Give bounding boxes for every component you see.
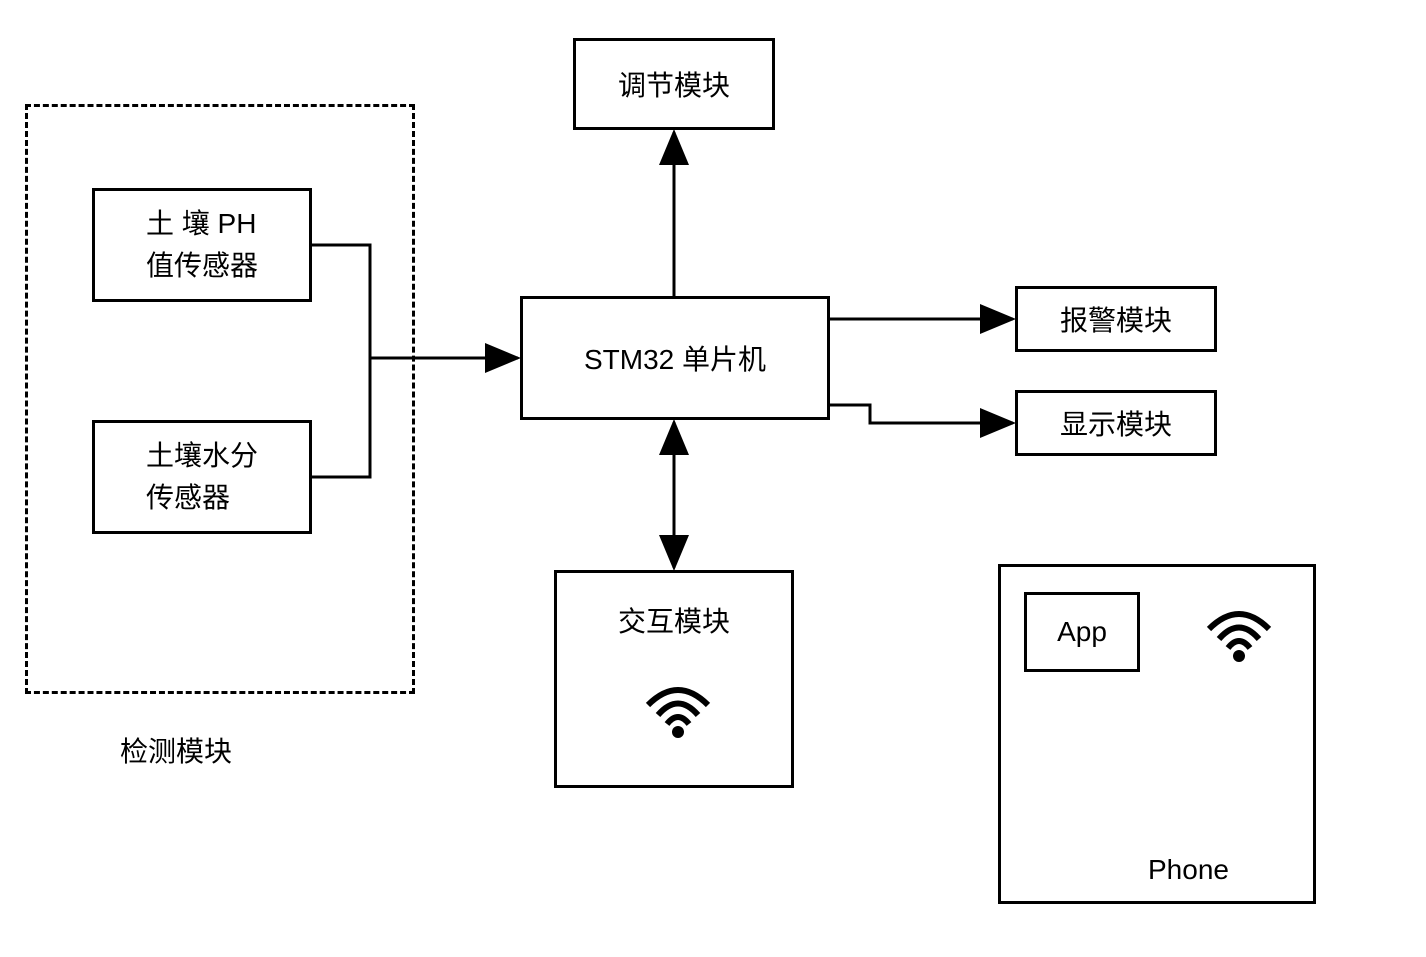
alarm-module-box: 报警模块	[1015, 286, 1217, 352]
adjust-module-label: 调节模块	[618, 64, 730, 104]
app-box: App	[1024, 592, 1140, 672]
ph-sensor-box: 土 壤 PH 值传感器	[92, 188, 312, 302]
moisture-sensor-line1: 土壤水分	[146, 435, 258, 477]
ph-sensor-text: 土 壤 PH 值传感器	[146, 203, 258, 287]
moisture-sensor-text: 土壤水分 传感器	[146, 435, 258, 519]
display-module-label: 显示模块	[1060, 403, 1172, 443]
ph-sensor-line1: 土 壤 PH	[146, 203, 258, 245]
alarm-module-label: 报警模块	[1060, 299, 1172, 339]
interaction-module-label: 交互模块	[618, 600, 730, 640]
display-module-box: 显示模块	[1015, 390, 1217, 456]
mcu-box: STM32 单片机	[520, 296, 830, 420]
phone-label: Phone	[1148, 854, 1229, 886]
ph-sensor-line2: 值传感器	[146, 245, 258, 287]
app-label: App	[1057, 616, 1107, 648]
moisture-sensor-line2: 传感器	[146, 477, 258, 519]
wifi-icon	[1204, 604, 1274, 664]
adjust-module-box: 调节模块	[573, 38, 775, 130]
wifi-icon	[643, 680, 713, 740]
moisture-sensor-box: 土壤水分 传感器	[92, 420, 312, 534]
detection-module-label: 检测模块	[120, 730, 232, 770]
mcu-label: STM32 单片机	[584, 338, 766, 378]
